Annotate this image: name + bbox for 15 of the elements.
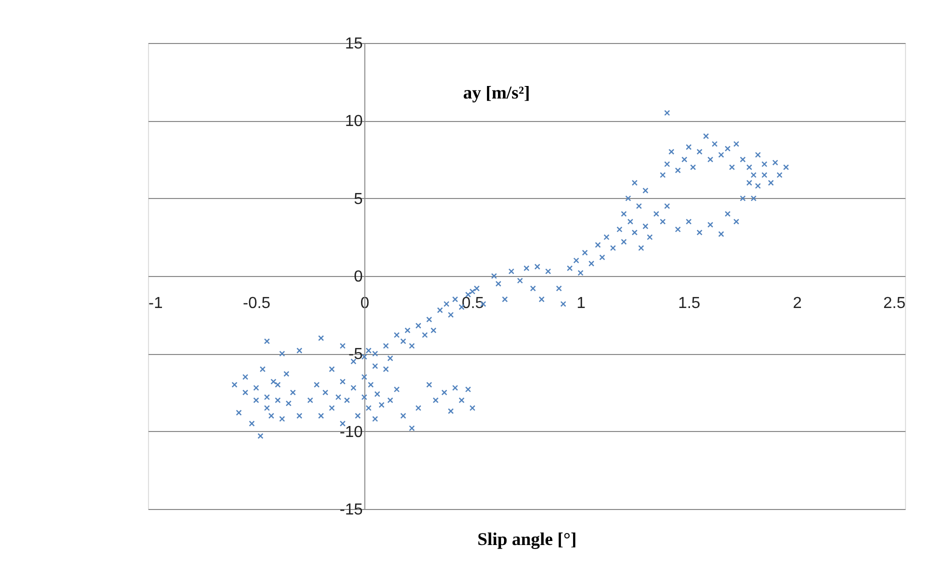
x-tick-label: -0.5 [242,295,271,312]
x-tick-label: 1 [576,295,586,312]
y-tick-label: 10 [344,113,363,130]
y-tick-label: 0 [354,268,363,286]
y-tick-label: 5 [354,190,363,208]
y-tick-label: -15 [340,502,363,518]
x-tick-label: -1 [148,295,163,312]
x-tick-label: 1.5 [678,295,700,312]
x-axis-title: Slip angle [°] [477,529,577,550]
x-tick-label: 2 [792,295,802,312]
y-axis-title: ay [m/s²] [463,82,530,102]
y-tick-label: 15 [344,36,363,52]
y-tick-label: -5 [348,346,363,364]
y-tick-label: -10 [340,424,363,441]
x-tick-label: 2.5 [883,295,906,312]
